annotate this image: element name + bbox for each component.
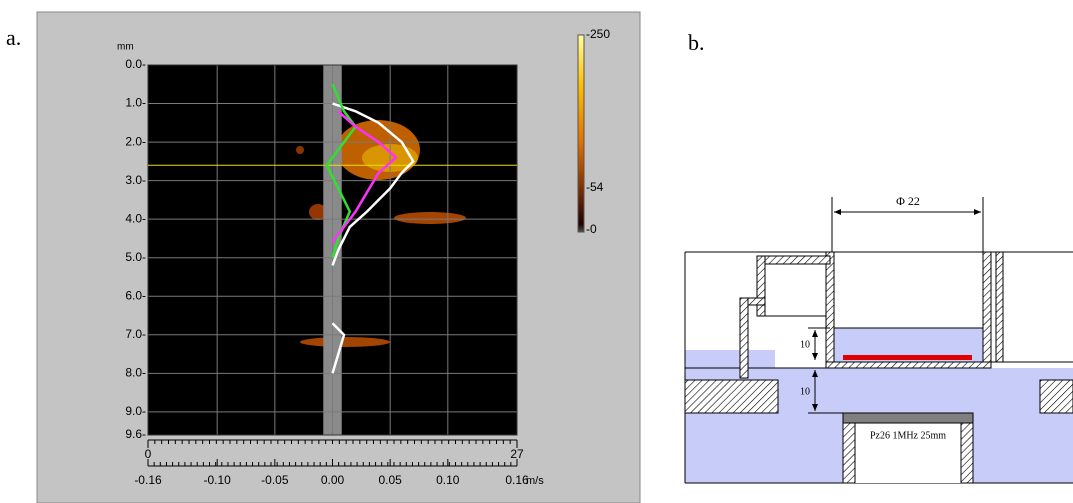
y-tick-label: 9.6-	[125, 427, 146, 441]
x2-tick-label: 0	[145, 447, 152, 461]
transducer-label: Pz26 1MHz 25mm	[870, 430, 946, 441]
setup-diagram: b. Pz26 1MHz 25mm Φ 22 10	[684, 30, 1073, 484]
colorbar-label: -54	[586, 180, 604, 194]
y-tick-label: 6.0-	[125, 288, 146, 302]
x-axis-label: m/s	[526, 475, 544, 487]
y-tick-label: 4.0-	[125, 211, 146, 225]
vessel-wall	[825, 251, 835, 369]
y-tick-label: 9.0-	[125, 404, 146, 418]
diameter-label: Φ 22	[896, 194, 920, 208]
y-axis-label: mm	[117, 42, 134, 53]
y-tick-label: 3.0-	[125, 173, 146, 187]
colorbar-label: -0	[586, 222, 597, 236]
y-tick-label: 5.0-	[125, 250, 146, 264]
housing-wall	[960, 422, 974, 484]
outer-wall	[995, 251, 1004, 363]
x-tick-label: 0.05	[378, 473, 402, 487]
dimension-label: 10	[800, 339, 810, 350]
housing-wall	[842, 422, 856, 484]
housing-inside	[855, 423, 961, 483]
y-tick-label: 1.0-	[125, 96, 146, 110]
panel-label: b.	[688, 30, 705, 55]
x-tick-label: -0.10	[204, 473, 232, 487]
panel-label: a.	[6, 25, 21, 50]
base-block	[1039, 379, 1073, 414]
fluid	[685, 350, 775, 368]
y-tick-label: 0.0-	[125, 57, 146, 71]
holder	[739, 297, 749, 379]
y-tick-label: 8.0-	[125, 366, 146, 380]
base-block	[684, 379, 779, 414]
x-tick-label: 0.10	[436, 473, 460, 487]
profile-line	[331, 102, 415, 374]
x2-tick-label: 27	[510, 447, 524, 461]
profile-line	[331, 110, 398, 244]
echo-blob	[394, 212, 466, 224]
echo-blob	[296, 146, 304, 154]
vessel-wall	[982, 251, 992, 369]
sample	[843, 355, 972, 360]
holder	[756, 255, 831, 265]
x-tick-label: -0.16	[134, 473, 162, 487]
y-tick-label: 7.0-	[125, 327, 146, 341]
transducer	[842, 412, 974, 424]
x-tick-label: -0.05	[261, 473, 289, 487]
holder	[756, 255, 766, 317]
colorbar	[577, 34, 585, 233]
echo-blob	[300, 337, 390, 347]
dimension-label: 10	[800, 386, 810, 397]
x-tick-label: 0.00	[321, 473, 345, 487]
colorbar-label: -250	[586, 27, 610, 41]
y-tick-label: 2.0-	[125, 134, 146, 148]
x-tick-label: 0.16	[505, 473, 529, 487]
vessel-bottom	[825, 361, 992, 369]
echo-blob	[309, 204, 327, 220]
plot-border	[147, 64, 518, 436]
